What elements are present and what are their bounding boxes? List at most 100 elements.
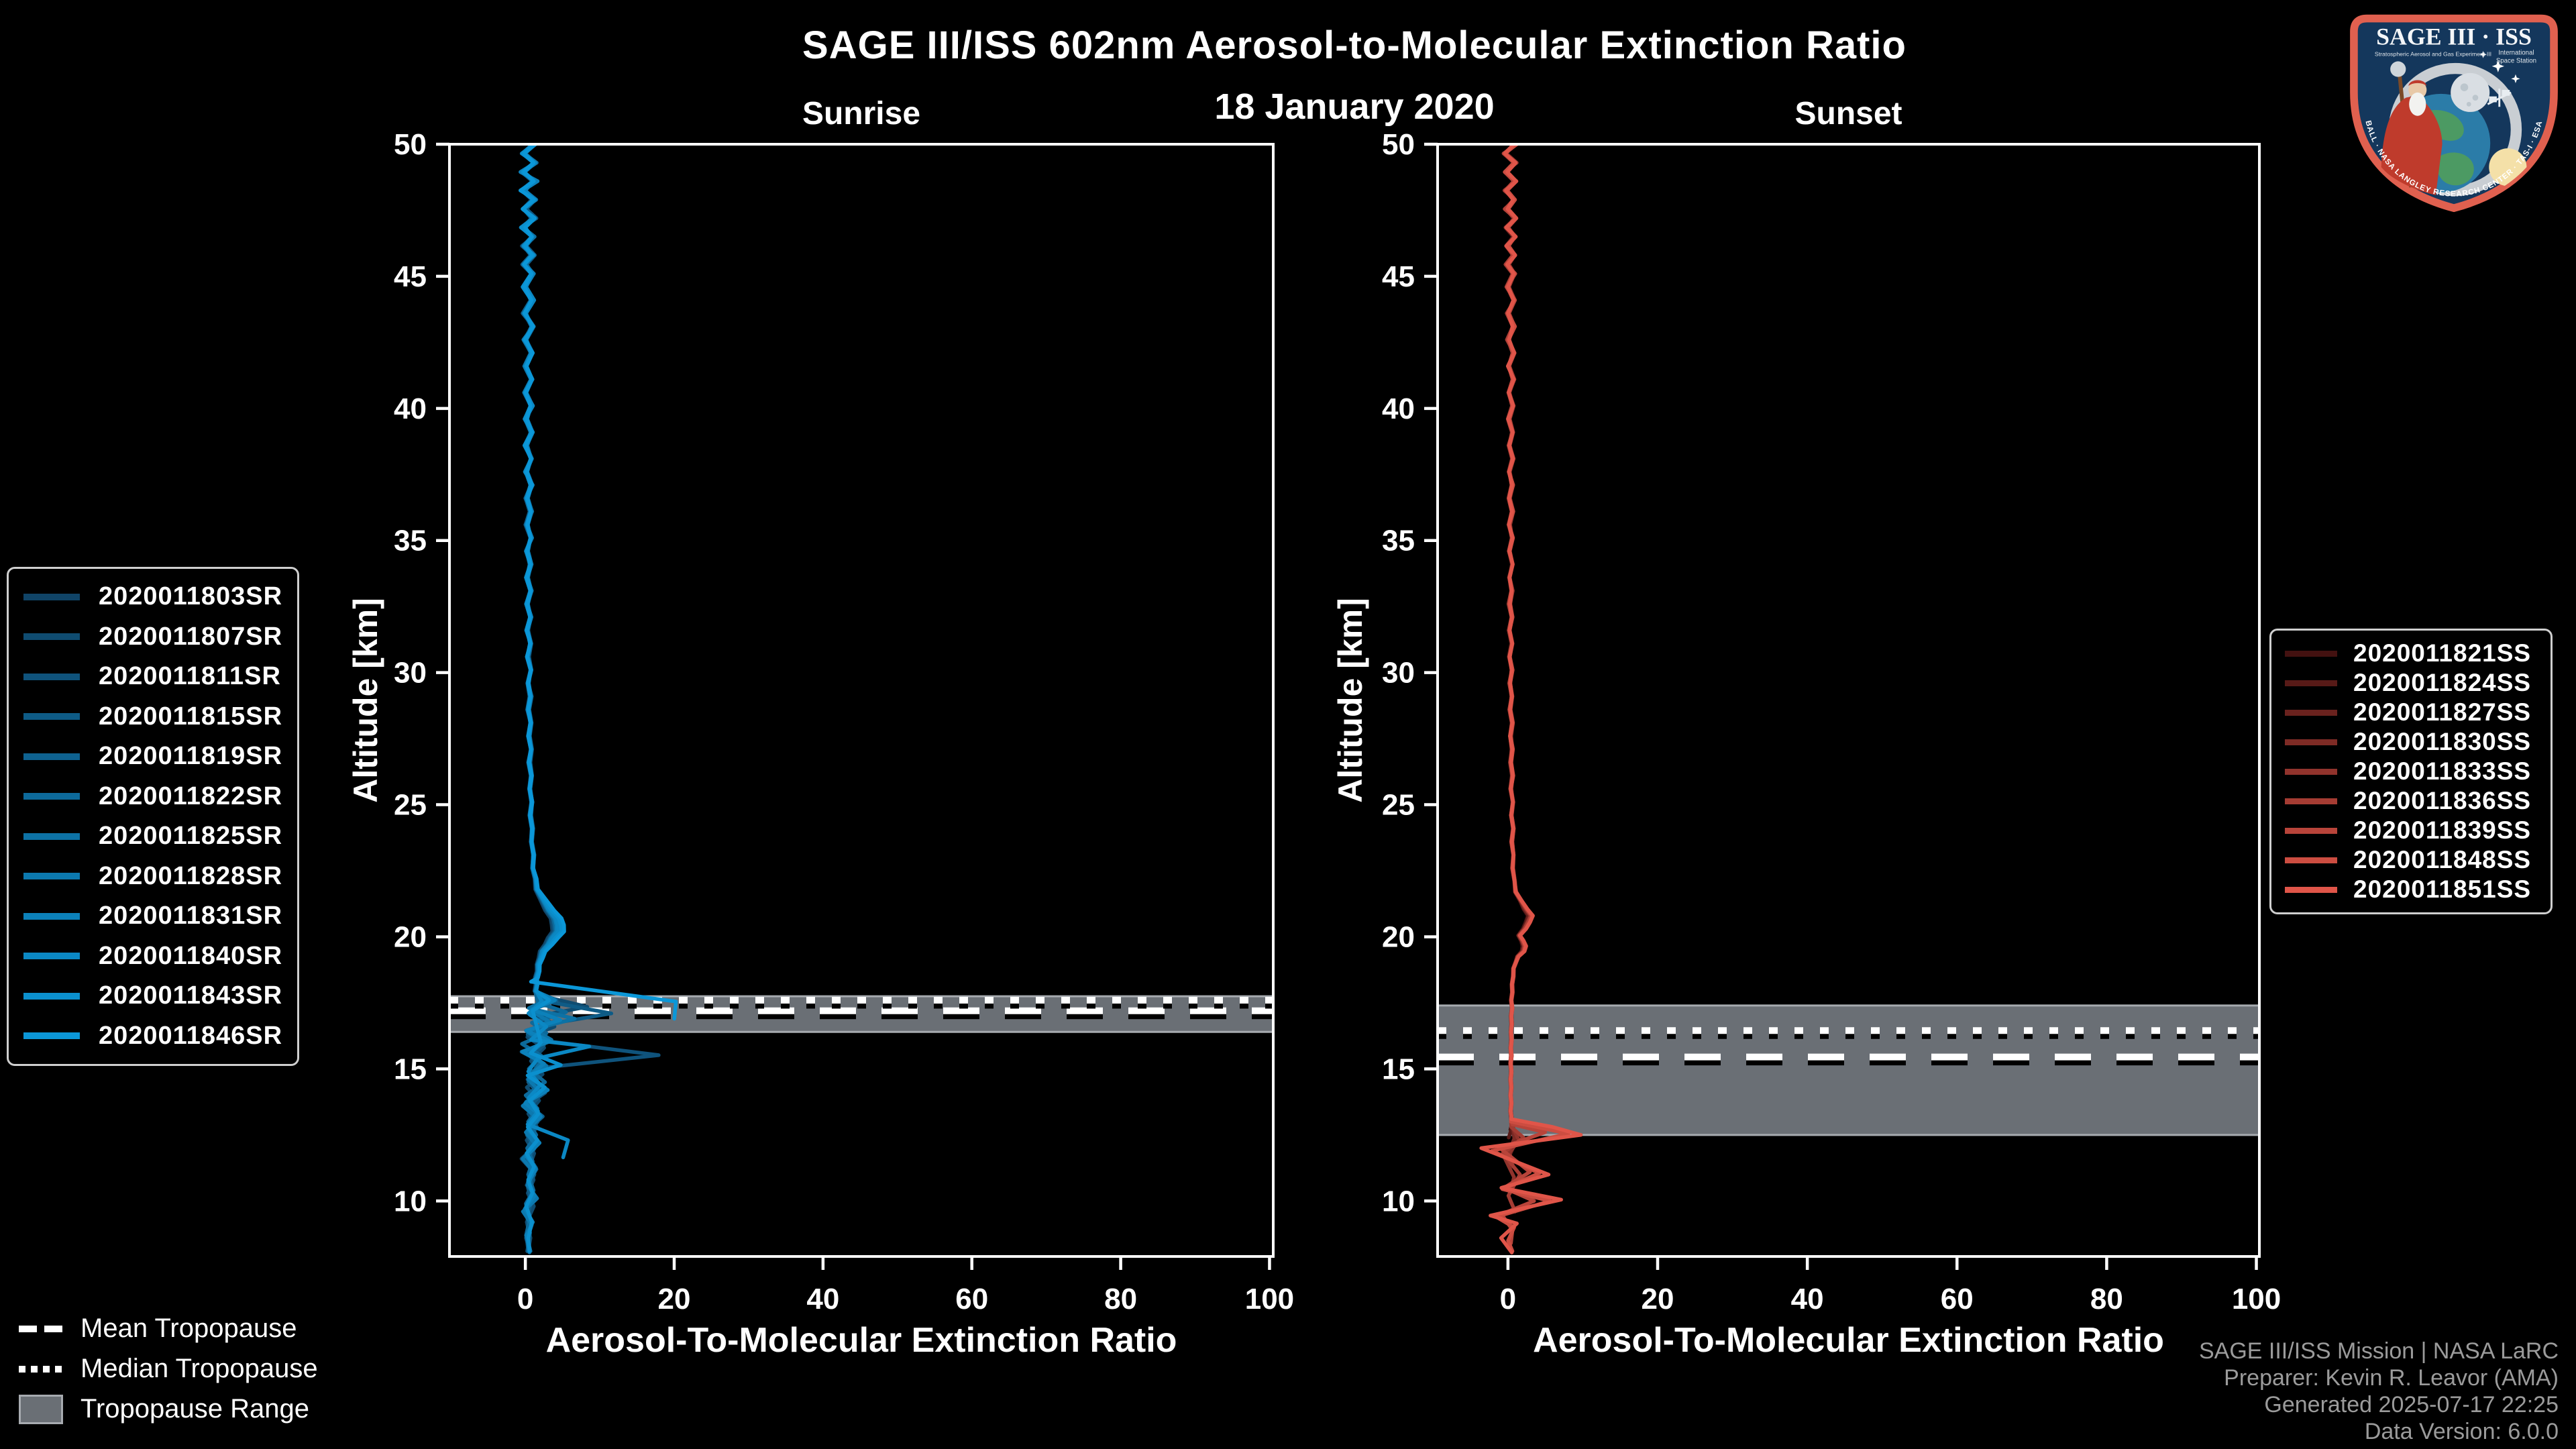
legend-item: 2020011824SS: [2271, 669, 2551, 697]
legend-event-label: 2020011848SS: [2353, 846, 2532, 873]
x-tick-label: 100: [1245, 1283, 1294, 1316]
mean-tropopause-label: Mean Tropopause: [80, 1313, 297, 1343]
y-tick-label: 35: [394, 525, 427, 557]
legend-line-swatch: [2285, 886, 2337, 893]
legend-item: 2020011830SS: [2271, 728, 2551, 756]
sage-iii-iss-mission-patch: SAGE III · ISS Stratospheric Aerosol and…: [2350, 14, 2558, 212]
legend-item: 2020011836SS: [2271, 787, 2551, 815]
legend-line-swatch: [2285, 827, 2337, 834]
legend-sunrise-events: 2020011803SR 2020011807SR 2020011811SR 2020…: [7, 567, 299, 1066]
y-tick-label: 15: [394, 1053, 427, 1085]
patch-title: SAGE III · ISS: [2376, 23, 2532, 50]
moon-crater: [2466, 101, 2471, 107]
legend-item-median-tropopause: Median Tropopause: [19, 1354, 318, 1384]
legend-event-label: 2020011811SR: [99, 662, 281, 691]
x-tick-label: 40: [1791, 1283, 1824, 1316]
legend-event-label: 2020011822SR: [99, 782, 283, 810]
x-tick-label: 0: [1500, 1283, 1516, 1316]
legend-item: 2020011833SS: [2271, 757, 2551, 786]
patch-subtitle-right-1: International: [2498, 50, 2534, 57]
legend-event-label: 2020011839SS: [2353, 816, 2532, 844]
legend-event-label: 2020011807SR: [99, 622, 283, 651]
legend-item: 2020011807SR: [9, 623, 297, 651]
legend-item-mean-tropopause: Mean Tropopause: [19, 1313, 297, 1344]
legend-line-swatch: [2285, 798, 2337, 804]
legend-item: 2020011848SS: [2271, 846, 2551, 874]
legend-item: 2020011803SR: [9, 582, 297, 611]
legend-line-swatch: [23, 673, 80, 680]
plot-frame: [1436, 143, 2261, 1258]
legend-event-label: 2020011843SR: [99, 981, 283, 1010]
legend-line-swatch: [23, 873, 80, 880]
legend-event-label: 2020011827SS: [2353, 698, 2532, 726]
x-tick-label: 100: [2232, 1283, 2281, 1316]
legend-event-label: 2020011846SR: [99, 1021, 283, 1050]
legend-event-label: 2020011819SR: [99, 742, 283, 771]
moon: [2451, 72, 2490, 112]
legend-line-swatch: [23, 633, 80, 641]
y-tick-label: 40: [1382, 392, 1415, 425]
legend-item: 2020011825SR: [9, 822, 297, 851]
legend-line-swatch: [23, 713, 80, 720]
y-axis-label-sunrise: Altitude [km]: [347, 598, 384, 803]
legend-line-swatch: [23, 1032, 80, 1040]
profile-line-2020011827SS: [1503, 144, 1531, 1156]
x-tick-label: 0: [517, 1283, 533, 1316]
figure-title: SAGE III/ISS 602nm Aerosol-to-Molecular …: [802, 23, 1907, 67]
y-tick-label: 30: [394, 657, 427, 690]
legend-item: 2020011811SR: [9, 662, 297, 691]
y-tick-label: 10: [1382, 1185, 1415, 1218]
credit-preparer: Preparer: Kevin R. Leavor (AMA): [2224, 1365, 2559, 1391]
patch-subtitle-left: Stratospheric Aerosol and Gas Experiment…: [2375, 51, 2491, 58]
credit-data-version: Data Version: 6.0.0: [2364, 1419, 2559, 1444]
patch-subtitle-right-2: Space Station: [2496, 57, 2536, 64]
legend-line-swatch: [2285, 680, 2337, 686]
y-tick-label: 50: [394, 128, 427, 161]
legend-line-swatch: [2285, 768, 2337, 775]
x-tick-label: 80: [2090, 1283, 2123, 1316]
x-tick-label: 20: [658, 1283, 691, 1316]
y-tick-label: 20: [1382, 920, 1415, 953]
legend-line-swatch: [23, 953, 80, 960]
legend-event-label: 2020011833SS: [2353, 757, 2532, 785]
legend-line-swatch: [2285, 857, 2337, 863]
y-axis-label-sunset: Altitude [km]: [1332, 598, 1369, 803]
legend-item: 2020011822SR: [9, 782, 297, 811]
legend-event-label: 2020011815SR: [99, 702, 283, 731]
moon-crater: [2472, 95, 2479, 101]
y-tick-label: 25: [394, 789, 427, 822]
dotted-line-sample: [19, 1365, 63, 1373]
y-tick-label: 45: [1382, 260, 1415, 293]
legend-event-label: 2020011840SR: [99, 941, 283, 970]
legend-item: 2020011851SS: [2271, 875, 2551, 904]
legend-event-label: 2020011821SS: [2353, 639, 2532, 667]
stars: [2479, 50, 2520, 83]
iss-spacecraft: [2487, 89, 2512, 107]
dashed-line-sample: [19, 1325, 63, 1332]
tropopause-range-band: [1438, 1005, 2259, 1135]
legend-event-label: 2020011828SR: [99, 861, 283, 890]
legend-event-label: 2020011830SS: [2353, 728, 2532, 755]
legend-line-swatch: [23, 992, 80, 1000]
y-tick-label: 15: [1382, 1053, 1415, 1085]
legend-event-label: 2020011831SR: [99, 902, 283, 930]
legend-line-swatch: [23, 912, 80, 920]
median-tropopause-label: Median Tropopause: [80, 1354, 318, 1383]
panel-title-sunrise: Sunrise: [802, 96, 921, 131]
moon-crater: [2460, 83, 2469, 91]
credits-block: SAGE III/ISS Mission | NASA LaRC Prepare…: [2199, 1338, 2559, 1445]
profile-line-2020011851SS: [1479, 144, 1583, 1254]
x-tick-label: 60: [955, 1283, 988, 1316]
credit-generated: Generated 2025-07-17 22:25: [2264, 1392, 2559, 1417]
legend-item: 2020011840SR: [9, 942, 297, 971]
legend-item: 2020011846SR: [9, 1022, 297, 1051]
x-axis-label-sunrise: Aerosol-To-Molecular Extinction Ratio: [545, 1321, 1177, 1360]
x-tick-label: 20: [1642, 1283, 1674, 1316]
legend-event-label: 2020011824SS: [2353, 669, 2532, 696]
y-tick-label: 45: [394, 260, 427, 293]
y-tick-label: 30: [1382, 657, 1415, 690]
y-tick-label: 20: [394, 920, 427, 953]
legend-item-tropopause-range: Tropopause Range: [19, 1394, 309, 1424]
